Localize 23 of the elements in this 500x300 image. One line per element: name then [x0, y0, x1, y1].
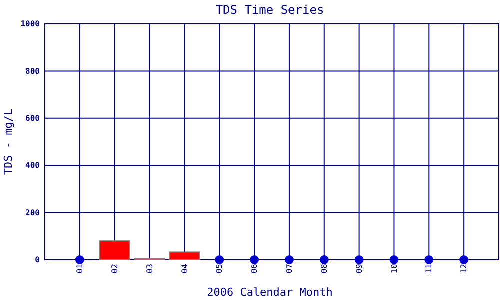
y-tick-label: 200: [26, 208, 40, 218]
x-tick-label: 09: [354, 264, 364, 274]
x-tick-label: 08: [320, 264, 329, 274]
x-tick-label: 02: [110, 264, 120, 274]
bar: [169, 252, 200, 260]
x-tick-label: 07: [285, 264, 294, 274]
x-tick-label: 05: [215, 264, 224, 274]
x-tick-label: 12: [460, 264, 469, 274]
bar: [99, 240, 130, 260]
x-tick-label: 04: [180, 264, 190, 274]
x-tick-label: 11: [424, 264, 434, 274]
y-tick-label: 600: [26, 114, 40, 123]
x-tick-label: 10: [390, 264, 399, 274]
x-tick-label: 03: [145, 264, 154, 274]
y-axis-title: TDS - mg/L: [2, 108, 15, 176]
y-tick-label: 400: [26, 161, 40, 170]
y-tick-label: 0: [35, 256, 40, 265]
y-tick-label: 800: [26, 66, 40, 76]
x-axis-title: 2006 Calendar Month: [207, 286, 333, 299]
y-tick-label: 1000: [20, 20, 40, 29]
chart-title: TDS Time Series: [216, 3, 324, 17]
x-tick-label: 01: [75, 264, 84, 274]
x-tick-label: 06: [250, 264, 260, 274]
